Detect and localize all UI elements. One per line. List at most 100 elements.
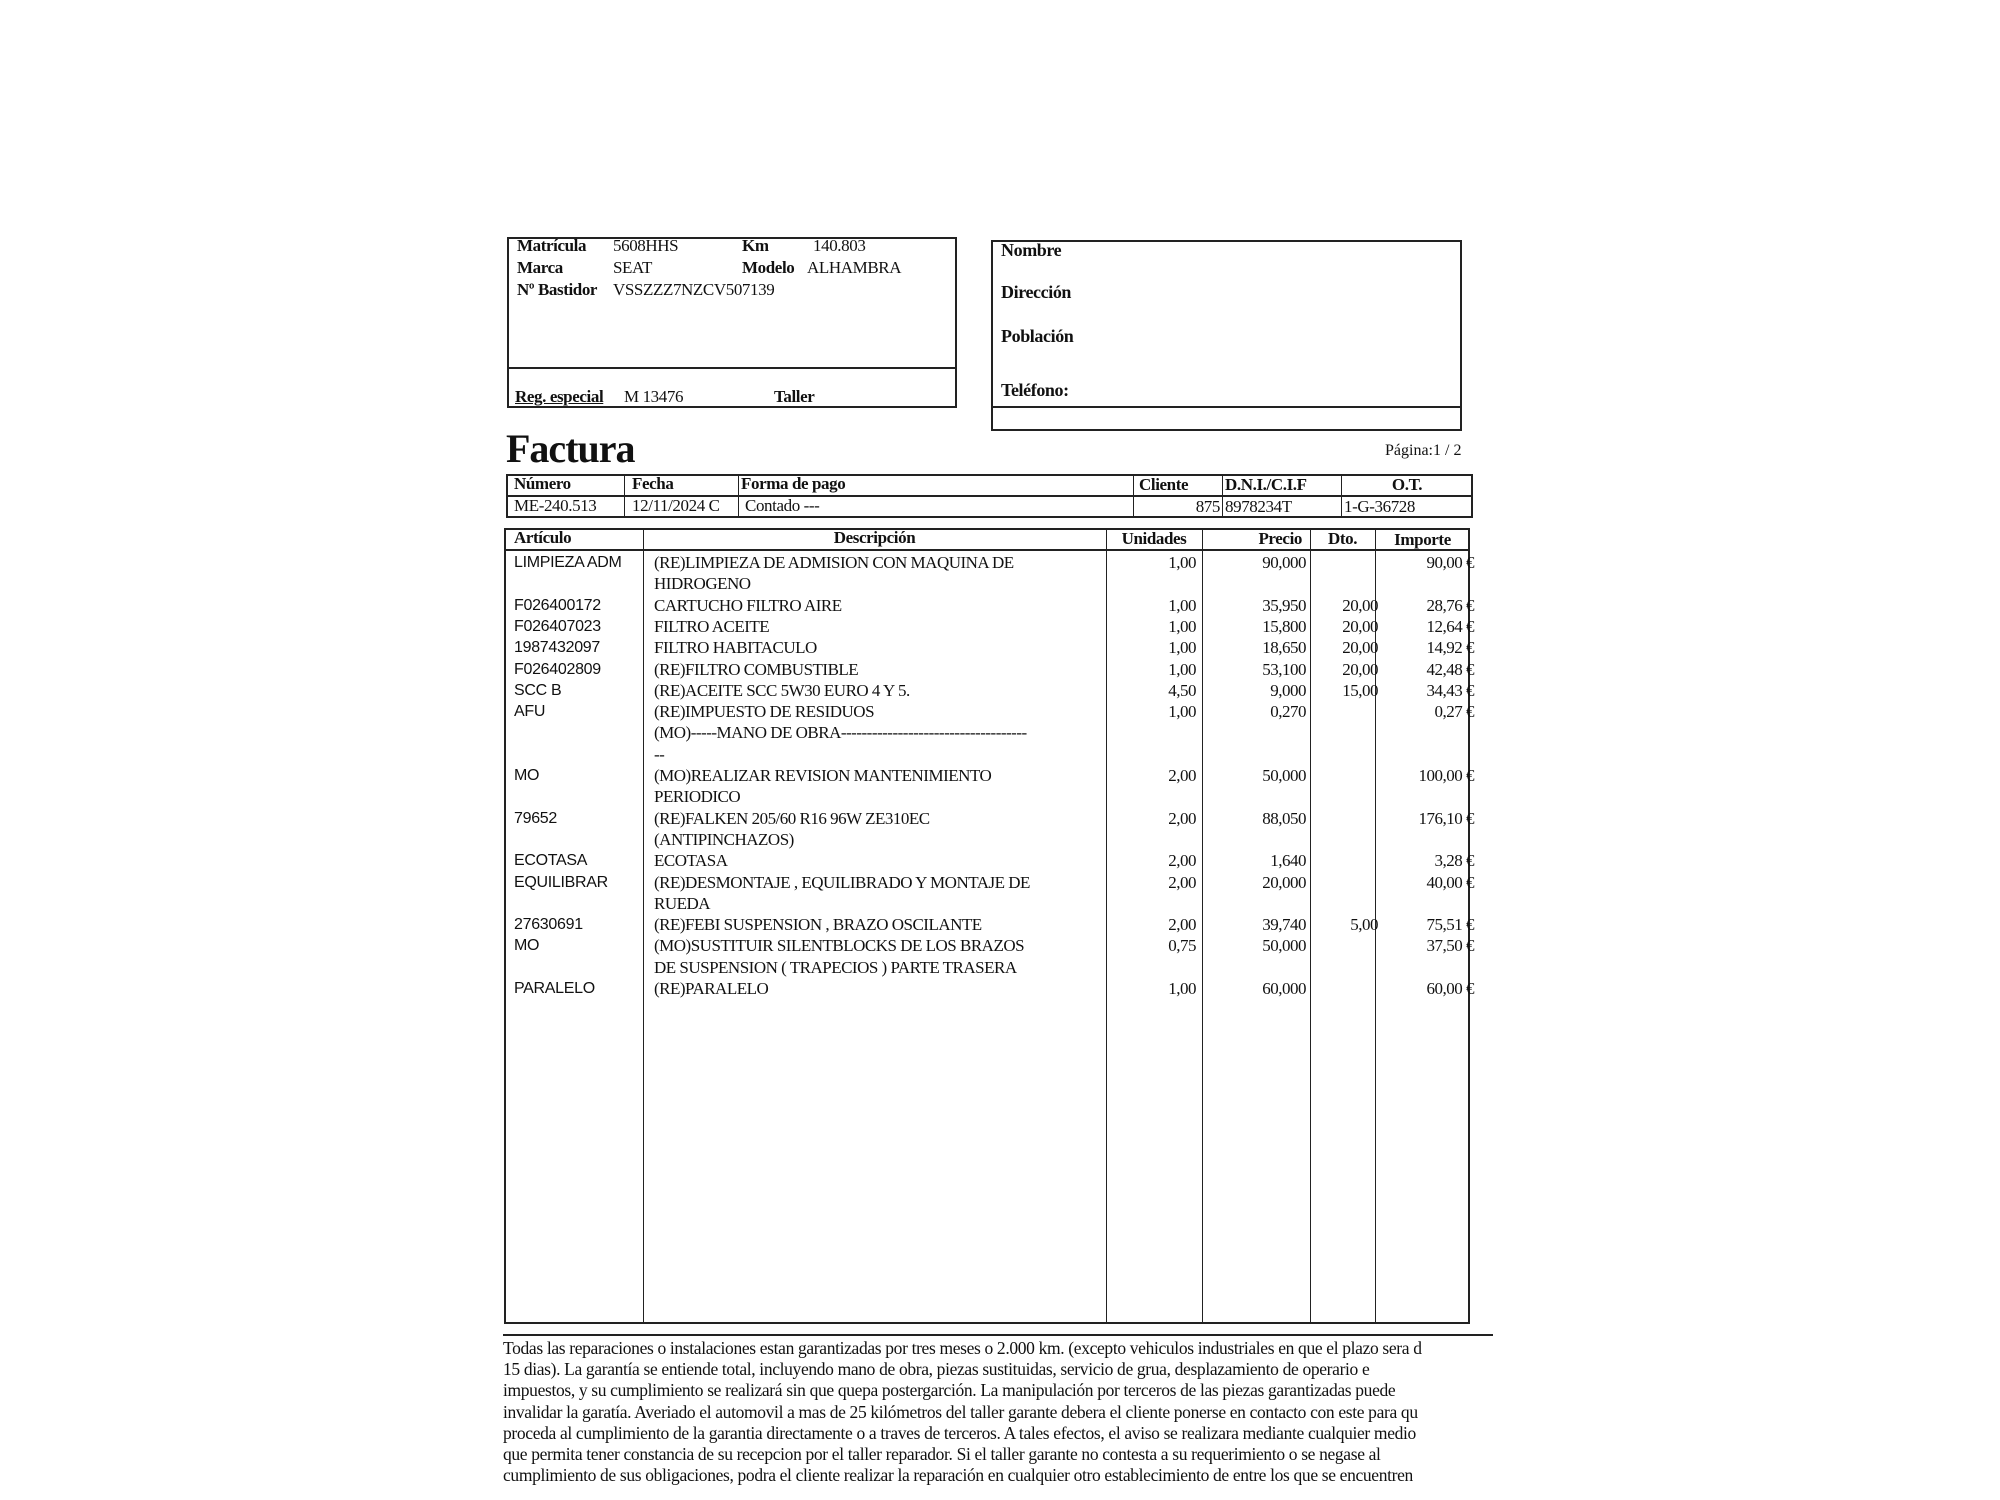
precio-cell: 60,000: [1262, 979, 1306, 998]
unidades-cell: 1,00: [1168, 702, 1196, 722]
importe-cell: 42,48 €: [1426, 659, 1475, 679]
cliente-header: Cliente: [1139, 475, 1189, 494]
articulo-cell: AFU: [514, 703, 546, 721]
dto-cell: 20,00: [1342, 659, 1378, 679]
divider: [504, 549, 1470, 551]
fecha-value: 12/11/2024 C: [632, 496, 720, 515]
reg-especial-label: Reg. especial: [515, 387, 604, 406]
descripcion-cell: FILTRO ACEITE: [654, 616, 770, 636]
unidades-cell: 4,50: [1168, 680, 1196, 700]
poblacion-label: Población: [1001, 326, 1074, 346]
articulo-cell: SCC B: [514, 681, 562, 699]
precio-cell: 90,000: [1262, 553, 1306, 572]
client-box: [991, 240, 1462, 431]
unidades-cell: 1,00: [1168, 553, 1196, 572]
direccion-label: Dirección: [1001, 282, 1072, 302]
divider: [506, 495, 1473, 497]
numero-header: Número: [514, 474, 571, 493]
dni-value: 8978234T: [1225, 497, 1292, 516]
precio-cell: 1,640: [1270, 851, 1306, 871]
dto-cell: 20,00: [1342, 595, 1378, 615]
divider: [507, 367, 957, 369]
divider: [991, 406, 1462, 408]
descripcion-cell: (RE)ACEITE SCC 5W30 EURO 4 Y 5.: [654, 680, 910, 700]
precio-cell: 20,000: [1262, 872, 1306, 892]
unidades-cell: 2,00: [1168, 915, 1196, 935]
column-divider: [1106, 528, 1107, 1324]
warranty-line: impuestos, y su cumplimiento se realizar…: [503, 1380, 1396, 1401]
unidades-cell: 1,00: [1168, 979, 1196, 998]
descripcion-cell: (RE)FEBI SUSPENSION , BRAZO OSCILANTE: [654, 915, 982, 935]
importe-cell: 100,00 €: [1418, 766, 1475, 785]
matricula-label: Matrícula: [517, 236, 587, 255]
dto-cell: 15,00: [1342, 680, 1378, 700]
unidades-cell: 1,00: [1168, 616, 1196, 636]
numero-value: ME-240.513: [514, 496, 597, 515]
articulo-cell: 1987432097: [514, 639, 600, 657]
items-table: [504, 528, 1470, 1324]
cliente-value: 875: [1195, 497, 1221, 516]
descripcion-cell: (RE)DESMONTAJE , EQUILIBRADO Y MONTAJE D…: [654, 872, 1030, 913]
precio-cell: 88,050: [1262, 808, 1306, 828]
dto-cell: 20,00: [1342, 616, 1378, 636]
articulo-cell: ECOTASA: [514, 852, 588, 870]
warranty-line: proceda al cumplimiento de la garantia d…: [503, 1422, 1416, 1443]
articulo-header: Artículo: [514, 528, 572, 547]
precio-cell: 53,100: [1262, 659, 1306, 679]
articulo-cell: PARALELO: [514, 980, 595, 997]
warranty-line: que permita tener constancia de su recep…: [503, 1444, 1381, 1465]
descripcion-cell: (RE)IMPUESTO DE RESIDUOS: [654, 702, 875, 722]
fecha-header: Fecha: [632, 474, 674, 493]
descripcion-cell: ECOTASA: [654, 851, 728, 871]
articulo-cell: LIMPIEZA ADM: [514, 554, 622, 571]
precio-cell: 9,000: [1270, 680, 1306, 700]
precio-cell: 35,950: [1262, 595, 1306, 615]
page-title: Factura: [506, 426, 636, 471]
importe-cell: 40,00 €: [1426, 872, 1475, 892]
importe-cell: 37,50 €: [1426, 936, 1475, 956]
dto-cell: 5,00: [1350, 915, 1378, 935]
unidades-header: Unidades: [1121, 529, 1187, 548]
unidades-cell: 2,00: [1168, 851, 1196, 871]
descripcion-cell: (RE)PARALELO: [654, 979, 769, 998]
importe-cell: 28,76 €: [1426, 595, 1475, 615]
importe-cell: 34,43 €: [1426, 680, 1475, 700]
articulo-cell: F026407023: [514, 617, 601, 635]
warranty-line: Todas las reparaciones o instalaciones e…: [503, 1338, 1422, 1358]
descripcion-cell: (RE)FALKEN 205/60 R16 96W ZE310EC (ANTIP…: [654, 808, 930, 849]
importe-cell: 12,64 €: [1426, 616, 1475, 636]
descripcion-cell: CARTUCHO FILTRO AIRE: [654, 595, 842, 615]
articulo-cell: MO: [514, 937, 540, 955]
unidades-cell: 2,00: [1168, 808, 1196, 828]
unidades-cell: 2,00: [1168, 766, 1196, 785]
articulo-cell: MO: [514, 767, 540, 784]
precio-cell: 0,270: [1270, 702, 1306, 722]
bastidor-label: Nº Bastidor: [517, 280, 598, 299]
telefono-label: Teléfono:: [1001, 380, 1069, 400]
matricula-value: 5608HHS: [613, 236, 679, 255]
articulo-cell: 79652: [514, 809, 557, 827]
column-divider: [1133, 474, 1134, 518]
column-divider: [1341, 474, 1342, 518]
importe-cell: 0,27 €: [1434, 702, 1475, 722]
articulo-cell: 27630691: [514, 916, 583, 934]
unidades-cell: 0,75: [1168, 936, 1196, 956]
descripcion-cell: (MO)-----MANO DE OBRA-------------------…: [654, 723, 1027, 764]
forma-pago-header: Forma de pago: [741, 474, 846, 493]
precio-cell: 15,800: [1262, 616, 1306, 636]
dni-header: D.N.I./C.I.F: [1225, 475, 1307, 494]
marca-value: SEAT: [613, 258, 653, 277]
modelo-value: ALHAMBRA: [807, 258, 902, 277]
column-divider: [1202, 528, 1203, 1324]
descripcion-cell: (MO)REALIZAR REVISION MANTENIMIENTO PERI…: [654, 766, 992, 807]
precio-cell: 39,740: [1262, 915, 1306, 935]
warranty-line: 15 dias). La garantía se entiende total,…: [503, 1359, 1370, 1380]
unidades-cell: 1,00: [1168, 659, 1196, 679]
precio-cell: 50,000: [1262, 766, 1306, 785]
descripcion-cell: (MO)SUSTITUIR SILENTBLOCKS DE LOS BRAZOS…: [654, 936, 1025, 977]
importe-cell: 60,00 €: [1426, 979, 1475, 998]
ot-value: 1-G-36728: [1344, 497, 1415, 516]
precio-cell: 18,650: [1262, 638, 1306, 658]
dto-header: Dto.: [1327, 529, 1358, 548]
importe-cell: 90,00 €: [1426, 553, 1475, 572]
